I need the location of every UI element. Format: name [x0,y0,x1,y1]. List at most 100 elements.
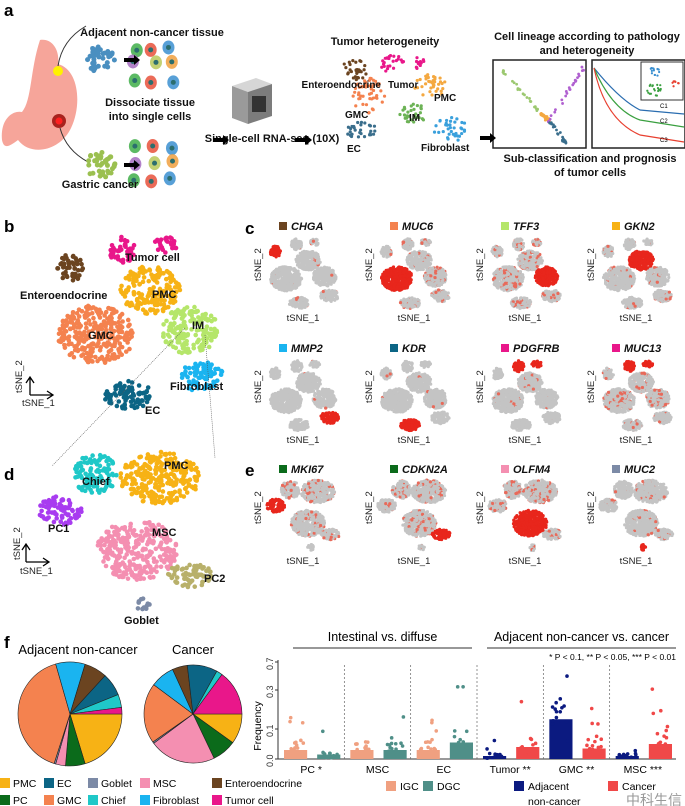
cell-point [277,268,281,272]
cluster [432,115,467,142]
cell-point [140,279,146,285]
arrow-line [57,25,87,67]
cell-point [404,286,408,290]
cell-point [88,322,93,327]
cell-point [104,60,110,66]
cell-point [351,76,355,80]
cell-point [421,118,426,122]
cell-point [402,240,406,244]
cell-point [535,270,539,274]
cell-point [394,59,398,63]
tumor-core-icon [55,117,63,125]
nucleus-icon [134,47,140,53]
cell-point [304,251,308,256]
cell-point [94,158,100,164]
cell-point [455,117,459,121]
cell-point [536,261,540,265]
cell-point [89,310,95,316]
cell-point [406,238,410,243]
cell-point [406,247,411,251]
cell-point [371,132,376,136]
cell-point [181,342,186,348]
cell-point [406,303,410,307]
cell-point [440,296,444,300]
cell-point [299,276,303,280]
cell-point [273,250,277,254]
lineage-label-1: Cell lineage according to pathology [494,31,681,43]
cell-point [367,111,371,115]
cell-point [433,296,437,300]
cell-point [195,339,200,345]
cell-point [362,135,367,139]
cell-point [143,309,148,315]
cell-point [322,298,327,302]
cell-point [342,62,346,66]
cell-point [451,132,455,136]
trajectory-point [576,76,579,80]
panel-c: c CHGAtSNE_1tSNE_2MUC6tSNE_1tSNE_2TFF3tS… [245,219,673,446]
cell-point [111,249,116,255]
cell-point [367,92,372,96]
expression-cluster [379,265,413,292]
cell-point [415,252,419,256]
cell-point [518,282,522,286]
cell-point [327,273,331,277]
cell-point [282,268,287,272]
cell-point [430,278,434,282]
cell-point [115,337,120,343]
cell-point [358,94,363,98]
cell-point [437,130,441,134]
cell-point [438,76,442,80]
cell-point [426,269,431,273]
expression-cluster [533,265,560,288]
cluster-tumor [108,234,137,265]
cell-point [403,269,407,273]
trajectory-point [551,125,555,129]
arrow-icon [124,55,140,65]
cell-point [361,76,365,80]
cell-point [409,240,413,245]
cell-point [394,272,398,277]
nucleus-icon [152,160,158,166]
cell-point [526,252,530,256]
cell-point [280,278,285,282]
cell-point [370,107,374,111]
cell-point [522,266,526,270]
cell-point [285,289,289,293]
cell-point [382,273,387,277]
cell-point [540,259,544,263]
trajectory-point [515,82,519,86]
arrow-line [59,127,89,163]
cell-point [384,69,388,73]
cell-point [446,127,450,131]
cell-point [434,89,438,93]
trajectory-point [553,110,557,114]
cell-point [349,126,353,131]
cell-point [384,279,388,283]
cell-point [171,344,176,350]
cell-point [75,318,81,323]
cell-point [69,318,74,324]
cell-point [291,297,296,301]
cell-point [511,287,515,291]
cell-point [406,110,410,114]
arrow-icon [124,160,140,170]
cell-point [197,375,203,380]
cell-point [60,265,66,270]
cell-point [496,251,500,255]
trajectory-point [501,69,505,72]
cell-point [67,265,72,270]
cell-point [398,274,403,278]
cell-point [305,267,309,271]
cell-point [437,298,441,302]
cell-point [456,138,460,142]
cell-point [303,257,307,262]
cell-point [164,282,170,288]
cell-point [649,83,652,86]
cell-point [437,82,441,86]
cell-point [446,291,450,295]
cluster [649,66,661,77]
cell-point [430,93,434,97]
gastric-cancer-label: Gastric cancer [62,179,139,191]
cell-point [547,276,551,280]
